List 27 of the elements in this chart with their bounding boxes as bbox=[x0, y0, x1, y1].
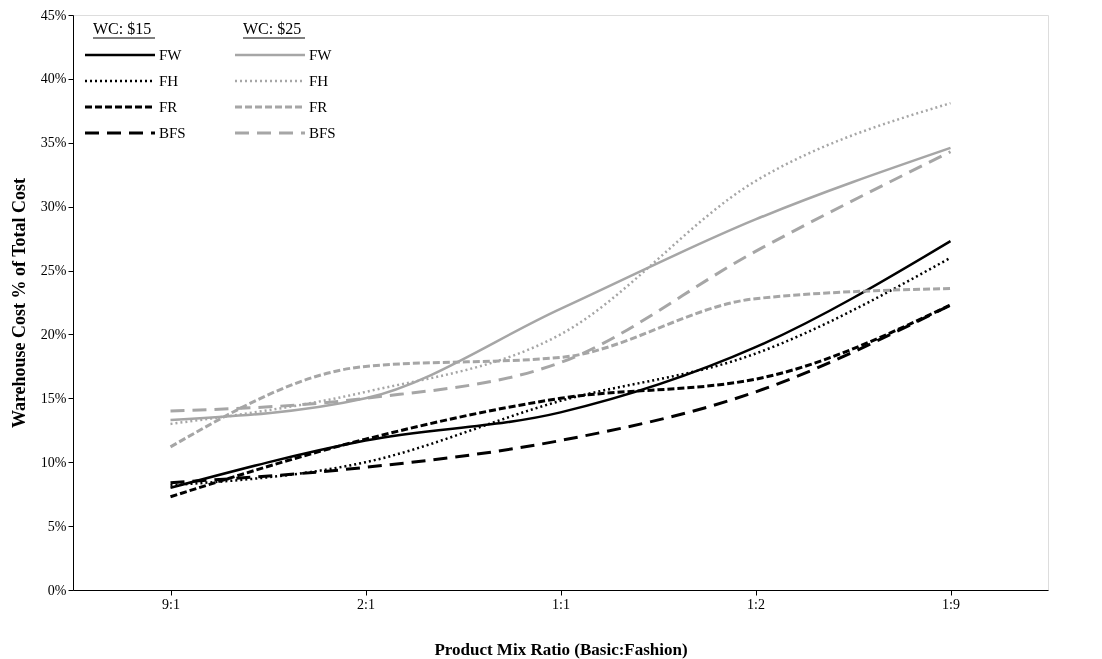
y-tick-label: 25% bbox=[40, 263, 67, 279]
legend-label: FW bbox=[309, 47, 333, 63]
x-tick-label: 1:2 bbox=[747, 596, 765, 612]
y-tick-label: 0% bbox=[47, 582, 67, 598]
x-tick-label: 9:1 bbox=[162, 596, 180, 612]
legend-label: FH bbox=[159, 73, 179, 89]
legend-label: BFS bbox=[159, 125, 186, 141]
y-tick-label: 40% bbox=[40, 71, 67, 87]
legend-label: FR bbox=[159, 99, 178, 115]
y-tick-label: 30% bbox=[40, 199, 67, 215]
x-axis-title: Product Mix Ratio (Basic:Fashion) bbox=[434, 639, 688, 659]
annotation: WC: $15 bbox=[93, 20, 152, 37]
y-tick-label: 20% bbox=[40, 326, 67, 342]
y-tick-label: 10% bbox=[40, 454, 67, 470]
legend-label: FH bbox=[309, 73, 329, 89]
y-axis-title: Warehouse Cost % of Total Cost bbox=[8, 177, 29, 429]
x-tick-label: 1:9 bbox=[942, 596, 960, 612]
annotation: WC: $25 bbox=[243, 20, 302, 37]
x-tick-label: 1:1 bbox=[552, 596, 570, 612]
legend-label: FR bbox=[309, 99, 328, 115]
y-tick-label: 5% bbox=[47, 518, 67, 534]
legend-label: FW bbox=[159, 47, 183, 63]
y-tick-label: 35% bbox=[40, 135, 67, 151]
y-tick-label: 15% bbox=[40, 390, 67, 406]
y-tick-label: 45% bbox=[40, 7, 67, 23]
x-tick-label: 2:1 bbox=[357, 596, 375, 612]
legend-label: BFS bbox=[309, 125, 336, 141]
